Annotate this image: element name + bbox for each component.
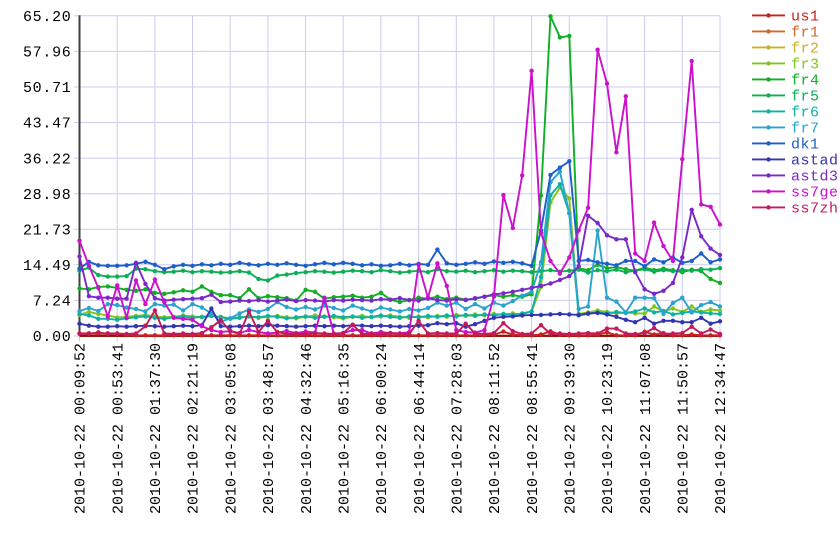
svg-text:2010-10-22 02:21:19: 2010-10-22 02:21:19 [186, 343, 203, 514]
svg-text:fr2: fr2 [791, 41, 820, 58]
svg-text:ss7zh: ss7zh [791, 201, 839, 218]
svg-text:fr4: fr4 [791, 73, 820, 90]
svg-text:2010-10-22 09:39:30: 2010-10-22 09:39:30 [563, 343, 580, 514]
svg-text:57.96: 57.96 [23, 45, 72, 62]
svg-text:2010-10-22 11:07:08: 2010-10-22 11:07:08 [638, 343, 655, 514]
svg-text:dk1: dk1 [791, 137, 820, 154]
svg-text:43.47: 43.47 [23, 116, 72, 133]
svg-text:7.24: 7.24 [33, 294, 72, 311]
svg-text:28.98: 28.98 [23, 187, 72, 204]
svg-text:0.00: 0.00 [33, 329, 72, 346]
svg-text:2010-10-22 00:53:41: 2010-10-22 00:53:41 [110, 343, 127, 514]
svg-text:ss7ge: ss7ge [791, 185, 839, 202]
svg-text:fr5: fr5 [791, 89, 820, 106]
svg-text:50.71: 50.71 [23, 80, 72, 97]
svg-text:21.73: 21.73 [23, 223, 72, 240]
svg-text:2010-10-22 06:44:14: 2010-10-22 06:44:14 [412, 343, 429, 514]
svg-text:astad: astad [791, 153, 839, 170]
svg-text:14.49: 14.49 [23, 258, 72, 275]
svg-text:2010-10-22 06:00:24: 2010-10-22 06:00:24 [374, 343, 391, 514]
svg-text:fr1: fr1 [791, 25, 820, 42]
svg-text:2010-10-22 01:37:30: 2010-10-22 01:37:30 [148, 343, 165, 514]
svg-text:2010-10-22 03:05:08: 2010-10-22 03:05:08 [223, 343, 240, 514]
svg-text:2010-10-22 10:23:19: 2010-10-22 10:23:19 [600, 343, 617, 514]
svg-text:us1: us1 [791, 9, 820, 26]
svg-text:astd3: astd3 [791, 169, 839, 186]
svg-text:2010-10-22 04:32:46: 2010-10-22 04:32:46 [299, 343, 316, 514]
svg-text:65.20: 65.20 [23, 9, 72, 26]
svg-text:2010-10-22 12:34:47: 2010-10-22 12:34:47 [713, 343, 730, 514]
svg-text:2010-10-22 00:09:52: 2010-10-22 00:09:52 [73, 343, 90, 514]
svg-text:2010-10-22 11:50:57: 2010-10-22 11:50:57 [676, 343, 693, 514]
svg-text:2010-10-22 08:11:52: 2010-10-22 08:11:52 [487, 343, 504, 514]
svg-text:2010-10-22 07:28:03: 2010-10-22 07:28:03 [450, 343, 467, 514]
svg-text:2010-10-22 05:16:35: 2010-10-22 05:16:35 [336, 343, 353, 514]
svg-text:2010-10-22 08:55:41: 2010-10-22 08:55:41 [525, 343, 542, 514]
svg-text:2010-10-22 03:48:57: 2010-10-22 03:48:57 [261, 343, 278, 514]
svg-text:fr6: fr6 [791, 105, 820, 122]
svg-text:fr3: fr3 [791, 57, 820, 74]
svg-text:fr7: fr7 [791, 121, 820, 138]
svg-text:36.22: 36.22 [23, 151, 72, 168]
